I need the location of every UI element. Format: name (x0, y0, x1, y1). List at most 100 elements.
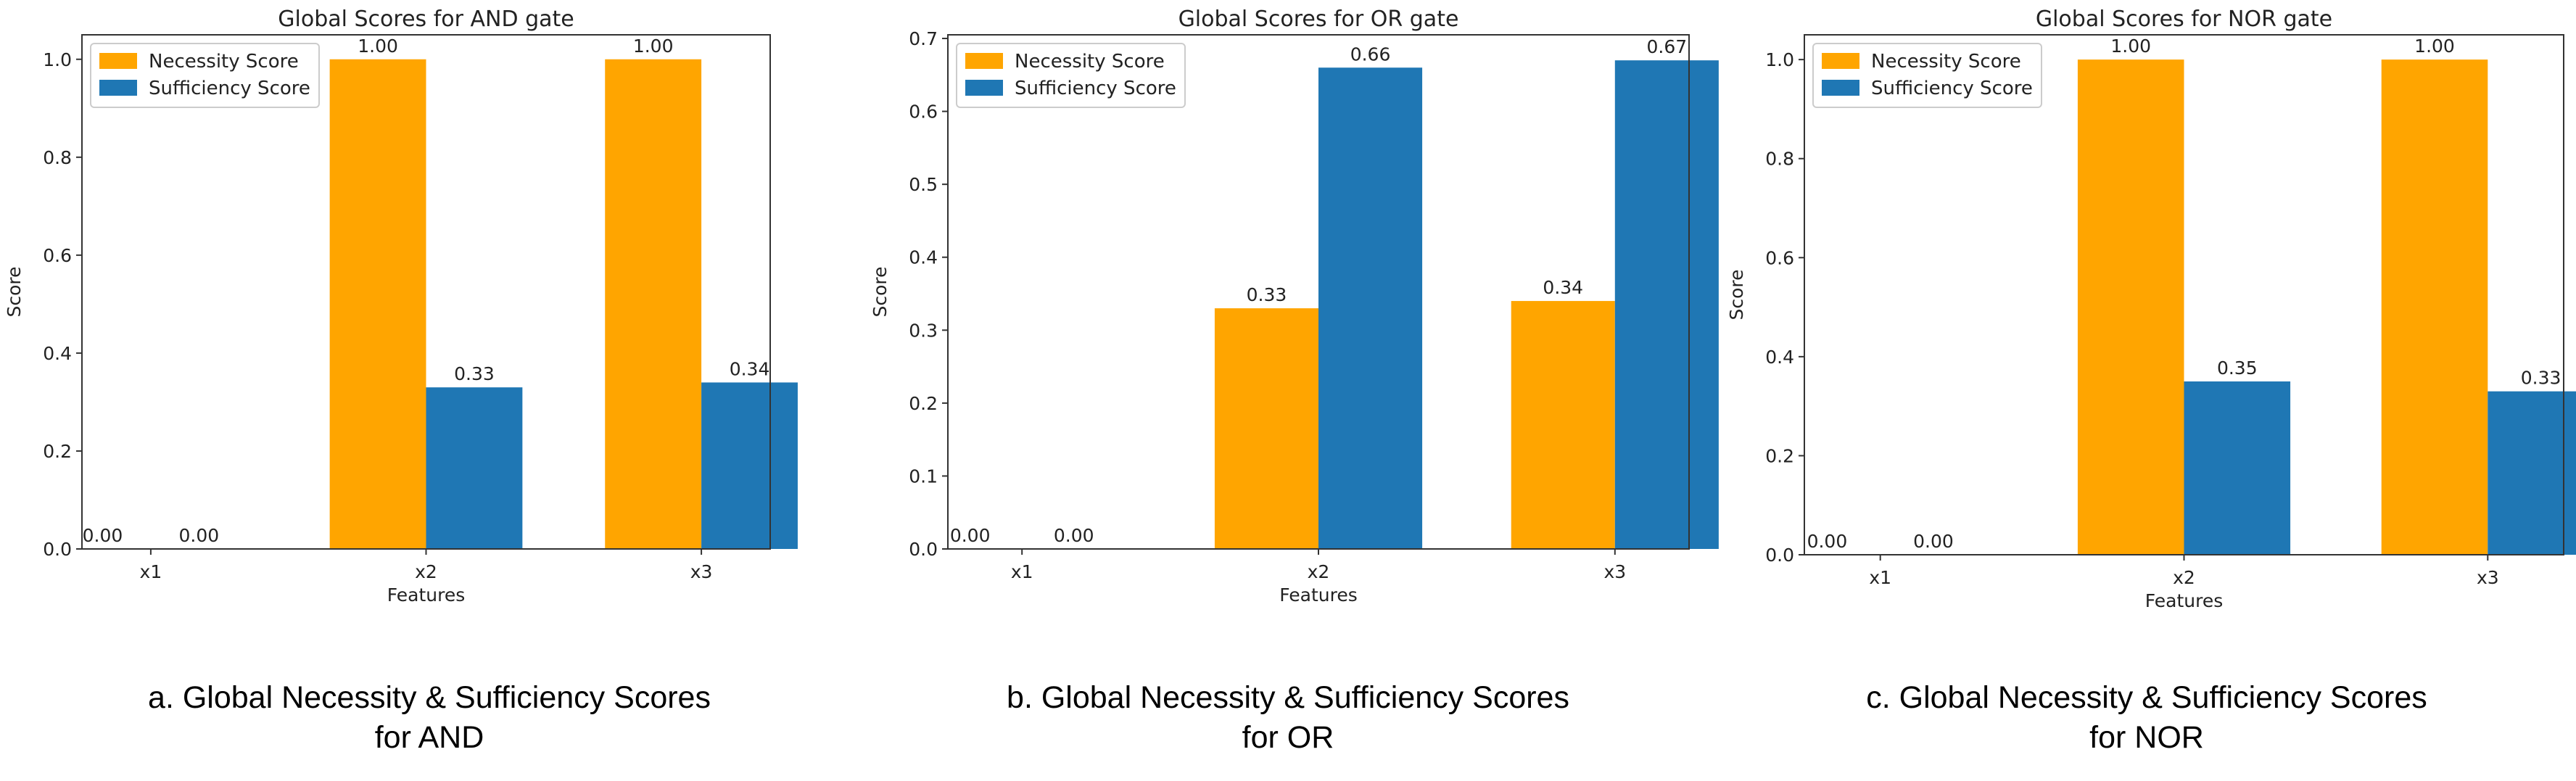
bar-value-label: 0.34 (730, 358, 770, 379)
caption-line-1: b. Global Necessity & Sufficiency Scores (1007, 680, 1569, 715)
x-tick-label: x3 (2477, 567, 2499, 588)
or-gate-chart: Global Scores for OR gate 0.0 0.1 0.2 0.3 0.4… (870, 7, 1719, 606)
plot-frame (81, 34, 771, 550)
x-axis-label: Features (1279, 584, 1358, 606)
chart-panel-or: Global Scores for OR gate 0.0 0.1 0.2 0.3 0.4… (859, 0, 1719, 781)
y-tick-label: 0.2 (1765, 445, 1794, 466)
bar-value-label: 0.67 (1647, 36, 1688, 57)
legend-label: Necessity Score (149, 51, 299, 73)
x-tick-label: x3 (690, 561, 713, 582)
legend-swatch (1822, 80, 1859, 96)
legend-swatch (965, 80, 1003, 96)
bar-value-label: 0.00 (83, 525, 123, 546)
legend-box (1812, 43, 2042, 108)
y-axis-label: Score (1726, 269, 1747, 320)
y-tick-label: 0.3 (909, 320, 938, 341)
y-tick-label: 0.0 (1765, 545, 1794, 566)
bar-value-label: 0.33 (1247, 284, 1287, 305)
bar-value-label: 0.66 (1350, 44, 1391, 65)
bar-sufficiency (701, 382, 798, 549)
legend-swatch (1822, 53, 1859, 69)
x-axis-label: Features (2145, 590, 2224, 611)
bar-necessity (2077, 59, 2184, 555)
bar-sufficiency (1614, 60, 1719, 549)
y-axis-label: Score (870, 266, 891, 317)
x-tick-label: x2 (2173, 567, 2195, 588)
bar-value-label: 1.00 (633, 36, 674, 57)
legend-label: Sufficiency Score (149, 78, 310, 99)
plot-frame (947, 34, 1690, 550)
bar-sufficiency (426, 387, 523, 549)
y-tick-label: 0.0 (43, 539, 72, 560)
y-tick-label: 0.6 (909, 102, 938, 123)
bar-value-label: 0.00 (178, 525, 219, 546)
caption-line-1: c. Global Necessity & Sufficiency Scores (1866, 680, 2427, 715)
legend-swatch (99, 80, 137, 96)
bar-value-label: 0.34 (1543, 277, 1583, 298)
y-tick-label: 0.7 (909, 28, 938, 49)
bar-sufficiency (2184, 381, 2291, 555)
bar-value-label: 1.00 (2414, 36, 2455, 57)
bar-value-label: 0.33 (2521, 368, 2561, 389)
bar-sufficiency (1318, 67, 1423, 550)
y-tick-label: 0.6 (43, 245, 72, 266)
chart-title: Global Scores for OR gate (1178, 7, 1459, 32)
x-tick-label: x1 (140, 561, 162, 582)
y-tick-label: 0.6 (1765, 247, 1794, 268)
y-tick-label: 0.2 (909, 393, 938, 414)
chart-panel-and: Global Scores for AND gate 0.0 0.2 0.4 0.6 0.… (0, 0, 859, 781)
legend-label: Necessity Score (1015, 51, 1165, 73)
bar-necessity (1214, 308, 1318, 549)
bar-necessity (329, 59, 426, 549)
bar-value-label: 0.00 (1054, 525, 1094, 546)
bar-value-label: 0.35 (2217, 358, 2258, 379)
y-tick-label: 0.4 (43, 343, 72, 364)
bar-necessity (605, 59, 702, 549)
legend-label: Sufficiency Score (1015, 78, 1176, 99)
caption-nor: c. Global Necessity & Sufficiency Scores… (1717, 678, 2576, 758)
x-axis-label: Features (387, 584, 466, 606)
y-tick-label: 0.4 (909, 247, 938, 268)
y-tick-label: 0.4 (1765, 347, 1794, 368)
legend-label: Sufficiency Score (1871, 78, 2033, 99)
bar-value-label: 0.00 (950, 525, 991, 546)
caption-line-2: for NOR (2089, 720, 2204, 755)
bar-sufficiency (2488, 391, 2576, 555)
bar-value-label: 1.00 (2110, 36, 2151, 57)
caption-or: b. Global Necessity & Sufficiency Scores… (859, 678, 1717, 758)
bar-necessity (2381, 59, 2488, 555)
legend-swatch (99, 53, 137, 69)
x-tick-label: x1 (1869, 567, 1891, 588)
caption-line-2: for AND (374, 720, 484, 755)
legend-label: Necessity Score (1871, 51, 2021, 73)
y-tick-label: 1.0 (43, 49, 72, 70)
chart-title: Global Scores for AND gate (278, 7, 574, 32)
y-tick-label: 0.5 (909, 174, 938, 195)
legend-swatch (965, 53, 1003, 69)
chart-title: Global Scores for NOR gate (2036, 7, 2332, 32)
x-tick-label: x2 (1308, 561, 1330, 582)
x-tick-label: x3 (1603, 561, 1626, 582)
chart-panel-nor: Global Scores for NOR gate 0.0 0.2 0.4 0.6 0.… (1717, 0, 2576, 781)
y-tick-label: 0.8 (43, 147, 72, 168)
plot-frame (1804, 34, 2564, 555)
legend-box (90, 43, 320, 108)
x-tick-label: x2 (415, 561, 437, 582)
bar-value-label: 0.00 (1913, 531, 1954, 552)
bar-necessity (1511, 301, 1615, 549)
y-tick-label: 0.1 (909, 466, 938, 487)
bar-value-label: 0.33 (454, 363, 495, 384)
and-gate-chart: Global Scores for AND gate 0.0 0.2 0.4 0.6 0.… (4, 7, 798, 606)
caption-and: a. Global Necessity & Sufficiency Scores… (0, 678, 859, 758)
y-tick-label: 0.0 (909, 539, 938, 560)
y-tick-label: 1.0 (1765, 49, 1794, 70)
caption-line-2: for OR (1242, 720, 1334, 755)
y-axis-label: Score (4, 266, 25, 317)
x-tick-label: x1 (1011, 561, 1033, 582)
caption-line-1: a. Global Necessity & Sufficiency Scores (148, 680, 711, 715)
y-tick-label: 0.2 (43, 441, 72, 462)
legend-box (956, 43, 1186, 108)
nor-gate-chart: Global Scores for NOR gate 0.0 0.2 0.4 0.6 0.… (1726, 7, 2576, 611)
bar-value-label: 1.00 (358, 36, 398, 57)
y-tick-label: 0.8 (1765, 149, 1794, 170)
